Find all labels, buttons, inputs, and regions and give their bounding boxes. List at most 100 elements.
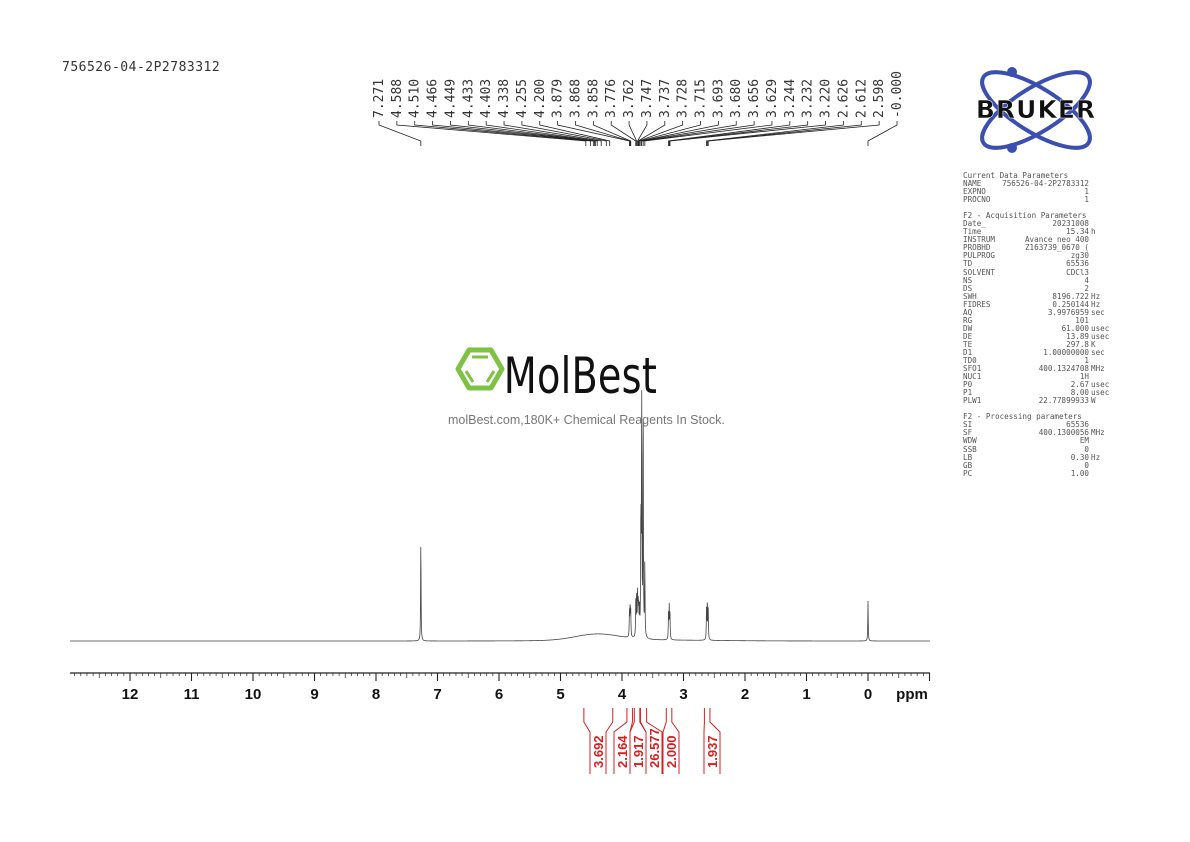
acquisition-parameters-panel: Current Data Parameters NAME 756526-04-2P… — [963, 171, 1113, 478]
param-row: NUC1 1H — [963, 373, 1113, 381]
param-value: 1 — [1084, 356, 1089, 366]
integral-value: 2.164 — [615, 735, 630, 768]
param-value: 756526-04-2P2783312 — [1002, 179, 1089, 189]
acq-params-title: F2 - Acquisition Parameters — [963, 211, 1087, 221]
peak-label: 3.715 — [694, 79, 709, 118]
molbest-watermark-logo: MolBest — [455, 347, 657, 405]
x-tick-label: 9 — [310, 686, 318, 703]
param-row: DS 2 — [963, 283, 1113, 293]
x-tick-label: 12 — [122, 686, 139, 703]
param-row: D1 1.00000000 sec — [963, 347, 1113, 357]
bruker-logo-text: BRUKER — [976, 95, 1096, 124]
param-value: 13.89 usec — [972, 331, 1113, 341]
integral-bracket — [629, 708, 635, 774]
param-value: CDCl3 — [1066, 267, 1089, 277]
peak-label: 4.200 — [533, 79, 548, 118]
param-unit: Hz — [1091, 299, 1101, 309]
peak-label: 4.338 — [497, 79, 512, 118]
peak-label: 3.693 — [711, 79, 726, 118]
param-unit: sec — [1091, 347, 1105, 357]
integral-value: 3.692 — [591, 735, 606, 768]
param-value: 65536 — [1066, 420, 1089, 430]
peak-label-connector — [637, 121, 666, 146]
param-row: WDW EM — [963, 437, 1113, 445]
integral-bracket — [639, 708, 647, 774]
param-row: SSB 0 — [963, 445, 1113, 454]
param-row: DW 61.000 usec — [963, 323, 1113, 333]
peak-label: 3.220 — [819, 79, 834, 118]
param-unit: MHz — [1091, 364, 1105, 374]
x-tick-label: 10 — [245, 686, 262, 703]
param-row: EXPNO 1 — [963, 188, 1113, 196]
peak-label-connector — [467, 121, 596, 146]
param-row: SWH 8196.722 Hz — [963, 291, 1113, 301]
param-unit: Hz — [1091, 291, 1101, 301]
integral-bracket — [662, 708, 667, 774]
peak-label-connector — [628, 121, 638, 146]
param-row: GB 0 — [963, 461, 1113, 470]
x-axis: 12 11 10 9 8 7 6 5 4 3 2 1 0 ppm — [70, 672, 931, 703]
x-tick-label: 6 — [495, 686, 503, 703]
param-key: SFO1 — [963, 364, 982, 374]
peak-label-connector — [867, 121, 898, 146]
param-row: TD 65536 — [963, 260, 1113, 268]
peak-label: 4.510 — [408, 79, 423, 118]
x-tick-label: 2 — [741, 686, 749, 703]
peak-label-connector — [503, 121, 602, 146]
peak-label-connector — [485, 121, 598, 146]
peak-label-connector — [644, 121, 773, 146]
param-key: SWH — [963, 291, 977, 301]
spectrum-trace — [70, 390, 930, 642]
param-value: 4 — [1084, 275, 1089, 285]
peak-label: 3.680 — [729, 79, 744, 118]
integrals: 3.692 2.164 1.917 26.577 2.000 1.937 — [583, 708, 721, 774]
param-value: 1 — [1084, 195, 1089, 205]
peak-label-connector — [668, 121, 809, 146]
param-key: DE — [963, 331, 973, 341]
param-unit: usec — [1091, 380, 1110, 390]
proc-params-title: F2 - Processing parameters — [963, 412, 1082, 422]
peak-label: 3.747 — [640, 79, 655, 118]
param-value: 61.000 usec — [972, 324, 1113, 333]
integral-value: 1.937 — [705, 735, 720, 768]
peak-label-connector — [575, 121, 631, 146]
param-value: 3.9976959 sec — [972, 308, 1113, 317]
peak-label: 3.762 — [622, 79, 637, 118]
param-row: DE 13.89 usec — [963, 331, 1113, 341]
peak-label-connector — [637, 121, 648, 146]
peak-label: 3.244 — [783, 79, 798, 118]
current-params-title: Current Data Parameters — [963, 171, 1069, 180]
peak-label: 3.858 — [586, 79, 601, 118]
peak-label-connector — [707, 121, 880, 146]
param-row: P0 2.67 usec — [963, 381, 1113, 389]
param-unit: h — [1091, 227, 1096, 237]
param-key: DW — [963, 323, 973, 333]
x-tick-label: 1 — [802, 686, 810, 703]
param-key: INSTRUM — [963, 235, 996, 245]
x-tick-label: 4 — [618, 686, 627, 703]
peak-label-connector — [610, 121, 637, 146]
param-row: SF 400.1300056 MHz — [963, 429, 1113, 437]
peak-label: 4.449 — [443, 79, 458, 118]
param-value: 2 — [1084, 283, 1089, 293]
param-value: 65536 — [1066, 259, 1089, 269]
integral-bracket — [709, 708, 721, 774]
param-unit: usec — [1091, 331, 1110, 341]
peak-label-connector — [642, 121, 755, 146]
x-tick-label: 3 — [679, 686, 687, 703]
param-key: D1 — [963, 347, 973, 357]
peak-label-connector — [706, 121, 862, 146]
param-value: 0.30 Hz — [972, 452, 1113, 462]
param-value: 1.00000000 sec — [972, 347, 1113, 357]
param-key: Time — [963, 227, 982, 237]
param-unit: Hz — [1091, 452, 1101, 462]
peak-label: 3.776 — [604, 79, 619, 118]
peak-label-connector — [521, 121, 607, 146]
param-key: EXPNO — [963, 187, 986, 197]
peak-label: 3.629 — [765, 79, 780, 118]
peak-label-connector — [641, 121, 737, 146]
peak-label: 4.466 — [426, 79, 441, 118]
param-row: SOLVENT CDCl3 — [963, 267, 1113, 277]
param-key: P1 — [963, 388, 973, 398]
peak-label-connector — [668, 121, 791, 146]
